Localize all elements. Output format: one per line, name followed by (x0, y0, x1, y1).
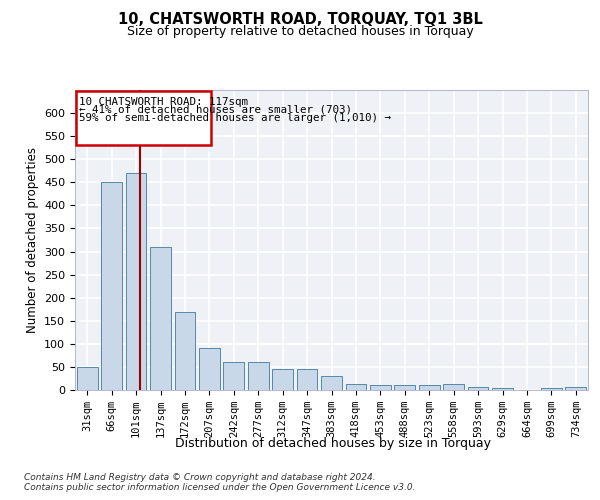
Bar (565, 387, 586, 390)
Bar (223, 362, 244, 390)
Bar (370, 386, 391, 390)
Text: Contains HM Land Registry data © Crown copyright and database right 2024.: Contains HM Land Registry data © Crown c… (24, 472, 376, 482)
Bar (272, 369, 293, 390)
FancyBboxPatch shape (76, 91, 211, 146)
Bar (443, 384, 464, 390)
Y-axis label: Number of detached properties: Number of detached properties (26, 147, 38, 333)
Text: 59% of semi-detached houses are larger (1,010) →: 59% of semi-detached houses are larger (… (79, 112, 391, 122)
Bar (467, 387, 488, 390)
Bar (419, 386, 440, 390)
Text: 10 CHATSWORTH ROAD: 117sqm: 10 CHATSWORTH ROAD: 117sqm (79, 97, 248, 107)
Bar (321, 376, 342, 390)
Bar (346, 384, 367, 390)
Bar (248, 362, 269, 390)
Text: 10, CHATSWORTH ROAD, TORQUAY, TQ1 3BL: 10, CHATSWORTH ROAD, TORQUAY, TQ1 3BL (118, 12, 482, 28)
Text: ← 41% of detached houses are smaller (703): ← 41% of detached houses are smaller (70… (79, 105, 352, 115)
Bar (296, 369, 317, 390)
Bar (150, 247, 171, 390)
Text: Distribution of detached houses by size in Torquay: Distribution of detached houses by size … (175, 438, 491, 450)
Bar (101, 182, 122, 390)
Text: Size of property relative to detached houses in Torquay: Size of property relative to detached ho… (127, 25, 473, 38)
Bar (175, 312, 196, 390)
Bar (394, 386, 415, 390)
Bar (77, 367, 98, 390)
Bar (541, 388, 562, 390)
Bar (492, 388, 513, 390)
Text: Contains public sector information licensed under the Open Government Licence v3: Contains public sector information licen… (24, 484, 415, 492)
Bar (125, 173, 146, 390)
Bar (199, 348, 220, 390)
